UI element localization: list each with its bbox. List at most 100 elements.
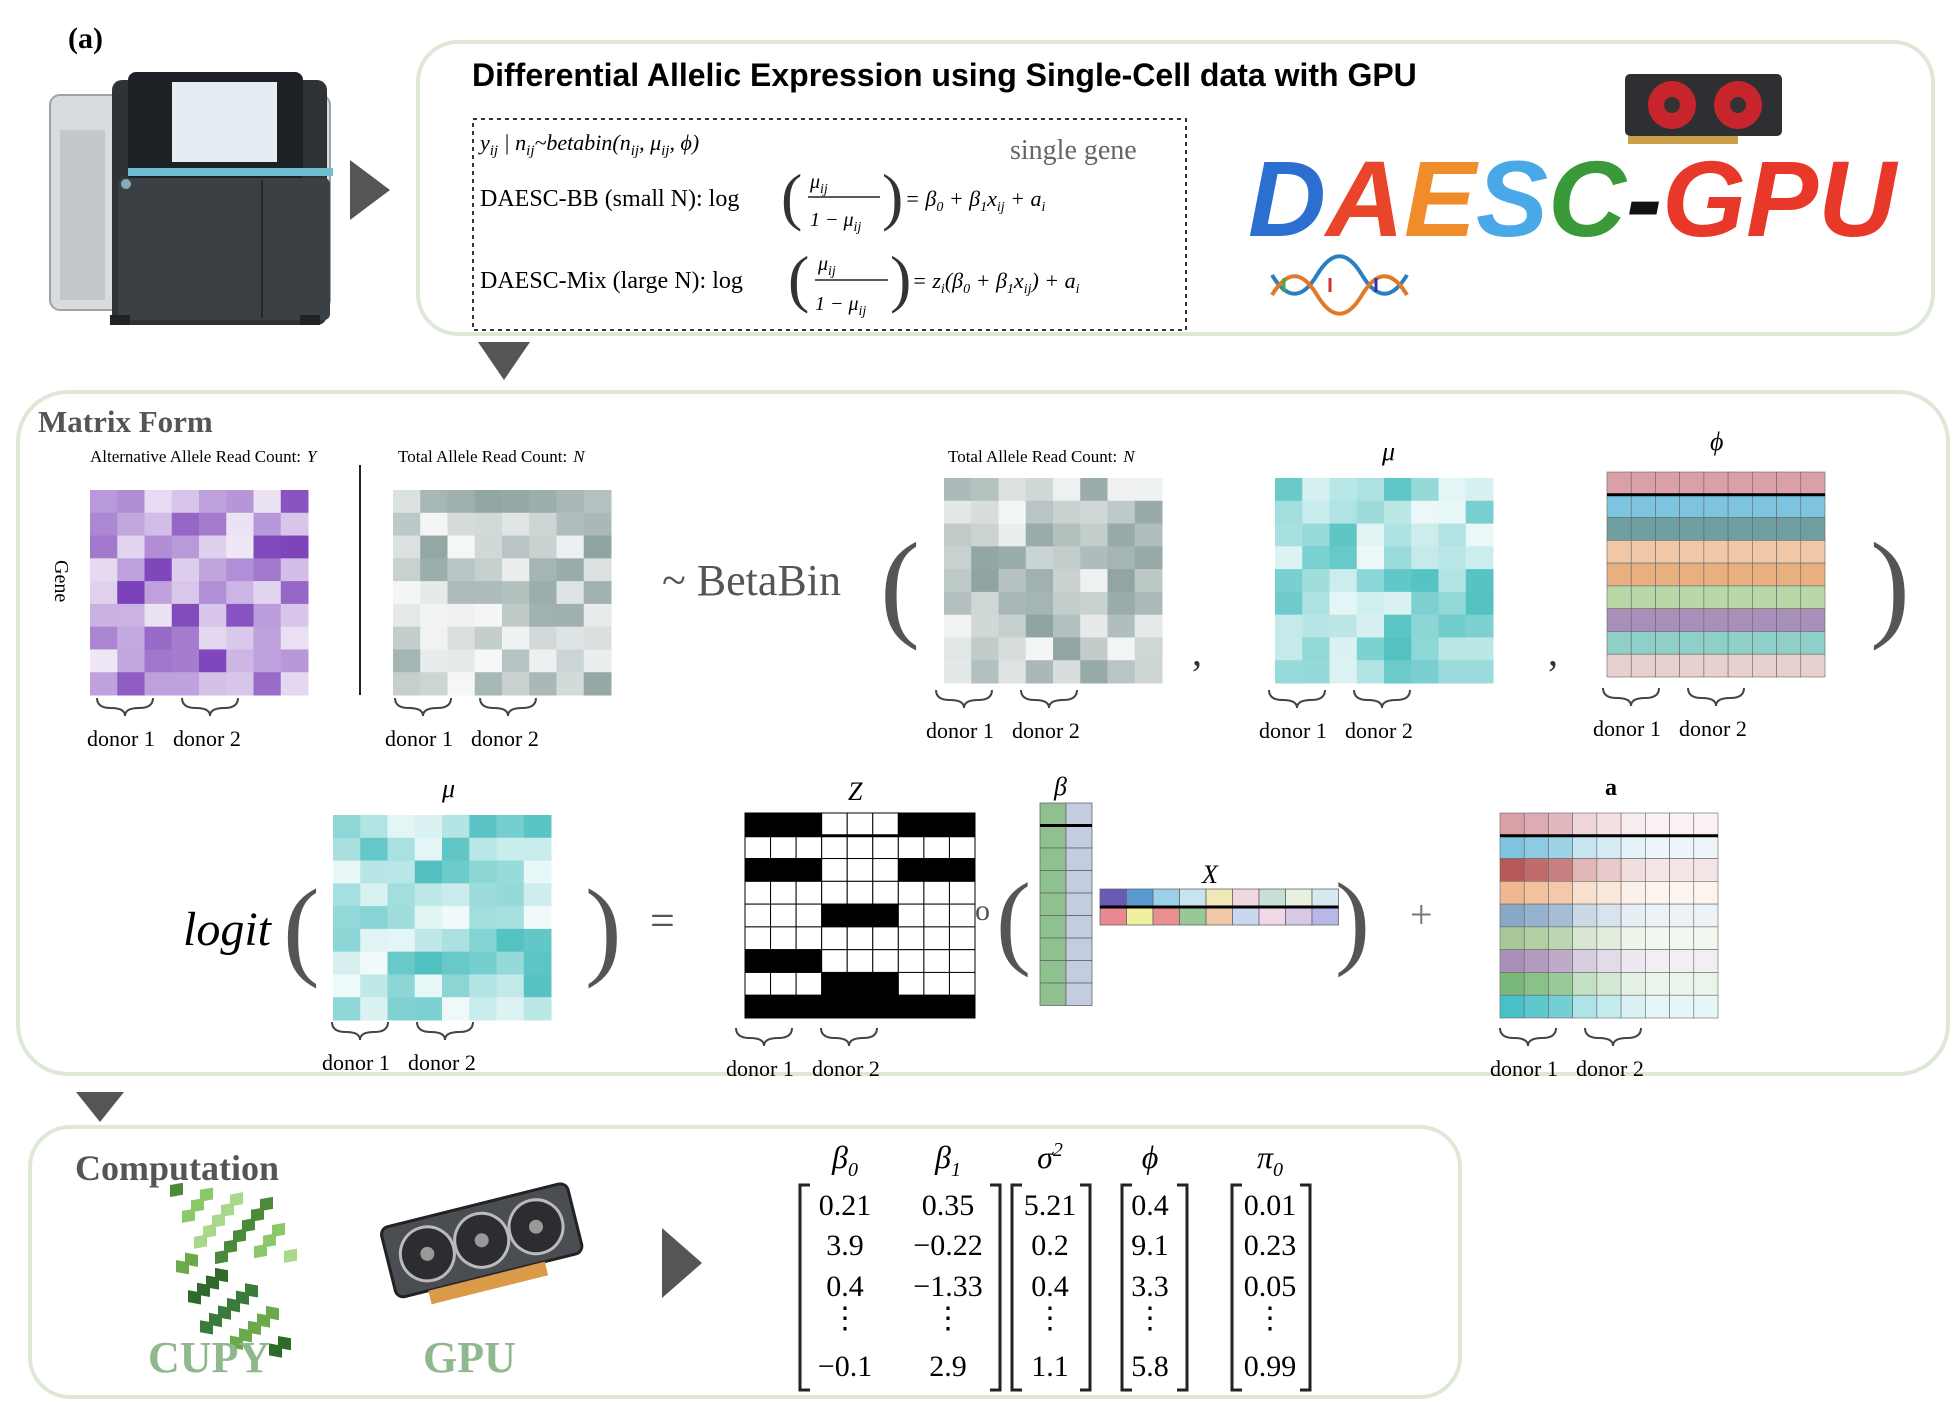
matrix-cell bbox=[556, 558, 585, 582]
matrix-cell bbox=[90, 626, 118, 650]
matrix-cell bbox=[1655, 653, 1680, 678]
matrix-cell bbox=[1800, 608, 1826, 632]
donor-2-label: donor 2 bbox=[1679, 716, 1747, 741]
matrix-cell bbox=[117, 581, 145, 605]
matrix-cell bbox=[1134, 569, 1163, 593]
sequencer-illustration bbox=[49, 72, 333, 325]
matrix-cell bbox=[1329, 614, 1358, 638]
matrix-form-panel bbox=[16, 390, 1950, 1076]
matrix-cell bbox=[253, 581, 282, 605]
matrix-cell bbox=[469, 974, 497, 998]
donors-a: donor 1 donor 2 bbox=[1490, 1027, 1644, 1081]
matrix-cell bbox=[1329, 546, 1358, 570]
matrix-bracket bbox=[1010, 1183, 1022, 1392]
matrix-cell bbox=[502, 672, 530, 696]
result-cell: 0.35 bbox=[922, 1189, 975, 1222]
matrix-bracket bbox=[1177, 1183, 1189, 1392]
cube-block bbox=[188, 1290, 201, 1305]
matrix-cell bbox=[1596, 812, 1622, 837]
matrix-form-title: Matrix Form bbox=[38, 404, 213, 439]
matrix-cell bbox=[1645, 812, 1670, 837]
svg-text:μij: μij bbox=[809, 171, 828, 197]
matrix-cell bbox=[1275, 523, 1303, 547]
matrix-cell bbox=[1275, 591, 1303, 616]
matrix-cell bbox=[1134, 637, 1163, 661]
matrix-cell bbox=[583, 649, 612, 673]
matrix-cell bbox=[420, 626, 448, 650]
matrix-bracket bbox=[1120, 1183, 1132, 1392]
matrix-cell bbox=[583, 603, 612, 628]
matrix-cell bbox=[897, 949, 925, 973]
matrix-cell bbox=[1356, 614, 1385, 638]
matrix-cell bbox=[1065, 960, 1093, 984]
matrix-cell bbox=[1693, 903, 1719, 928]
matrix-cell bbox=[420, 581, 448, 605]
matrix-cell bbox=[770, 835, 797, 860]
matrix-cell bbox=[872, 971, 899, 996]
matrix-cell bbox=[496, 928, 525, 953]
matrix-cell bbox=[1152, 906, 1180, 926]
matrix-cell bbox=[387, 815, 416, 839]
donor-2-label: donor 2 bbox=[812, 1056, 880, 1081]
matrix-cell bbox=[1679, 471, 1705, 496]
matrix-cell bbox=[948, 971, 976, 996]
matrix-cell bbox=[897, 880, 925, 905]
donor-brace bbox=[1020, 689, 1078, 709]
matrix-cell bbox=[1776, 585, 1802, 609]
matrix-cell bbox=[1548, 835, 1573, 859]
matrix-cell bbox=[1630, 471, 1656, 496]
matrix-cell bbox=[1465, 569, 1494, 593]
matrix-cell bbox=[971, 523, 999, 547]
matrix-cell bbox=[414, 883, 443, 907]
donor-2-label: donor 2 bbox=[471, 726, 539, 751]
matrix-cell bbox=[171, 581, 200, 605]
matrix-cell bbox=[1630, 631, 1656, 655]
computation-title: Computation bbox=[75, 1148, 279, 1188]
matrix-cell bbox=[1703, 494, 1729, 518]
matrix-cell bbox=[1080, 591, 1108, 616]
result-cell: ⋮ bbox=[1035, 1302, 1065, 1335]
matrix-cell bbox=[393, 626, 421, 650]
matrix-cell bbox=[583, 581, 612, 605]
matrix-cell bbox=[1727, 585, 1753, 609]
matrix-cell bbox=[744, 926, 772, 951]
matrix-cell bbox=[523, 997, 552, 1021]
result-cell: 5.21 bbox=[1024, 1189, 1077, 1222]
n-matrix-label-2: Total Allele Read Count: N bbox=[948, 447, 1136, 466]
matrix-cell bbox=[1596, 858, 1622, 882]
result-cell: 9.1 bbox=[1131, 1229, 1169, 1262]
matrix-cell bbox=[1438, 523, 1467, 547]
matrix-cell bbox=[744, 835, 772, 860]
matrix-cell bbox=[1107, 500, 1136, 525]
matrix-cell bbox=[1523, 835, 1549, 859]
matrix-cell bbox=[821, 971, 848, 996]
matrix-cell bbox=[280, 535, 309, 559]
matrix-cell bbox=[1645, 949, 1670, 973]
result-column-header: σ2 bbox=[1037, 1139, 1063, 1175]
matrix-cell bbox=[795, 971, 823, 996]
matrix-cell bbox=[1107, 614, 1136, 638]
matrix-cell bbox=[1039, 915, 1067, 939]
matrix-cell bbox=[744, 949, 772, 973]
matrix-cell bbox=[280, 558, 309, 582]
mu-heatmap-2 bbox=[333, 815, 552, 1021]
matrix-cell bbox=[1411, 637, 1439, 661]
matrix-grids bbox=[90, 471, 1826, 1021]
matrix-cell bbox=[1703, 517, 1729, 541]
matrix-cell bbox=[1275, 660, 1303, 684]
matrix-cell bbox=[333, 928, 361, 953]
matrix-cell bbox=[1572, 926, 1598, 950]
matrix-cell bbox=[1411, 478, 1439, 502]
matrix-cell bbox=[1465, 660, 1494, 684]
matrix-cell bbox=[1179, 906, 1207, 926]
matrix-cell bbox=[1776, 631, 1802, 655]
matrix-cell bbox=[144, 649, 173, 673]
donor-1-label: donor 1 bbox=[322, 1050, 390, 1075]
matrix-cell bbox=[393, 672, 421, 696]
y-heatmap bbox=[90, 490, 309, 696]
matrix-cell bbox=[1065, 982, 1093, 1006]
matrix-cell bbox=[1679, 494, 1705, 518]
matrix-cell bbox=[360, 837, 388, 862]
matrix-cell bbox=[1669, 835, 1695, 859]
matrix-cell bbox=[1630, 608, 1656, 632]
